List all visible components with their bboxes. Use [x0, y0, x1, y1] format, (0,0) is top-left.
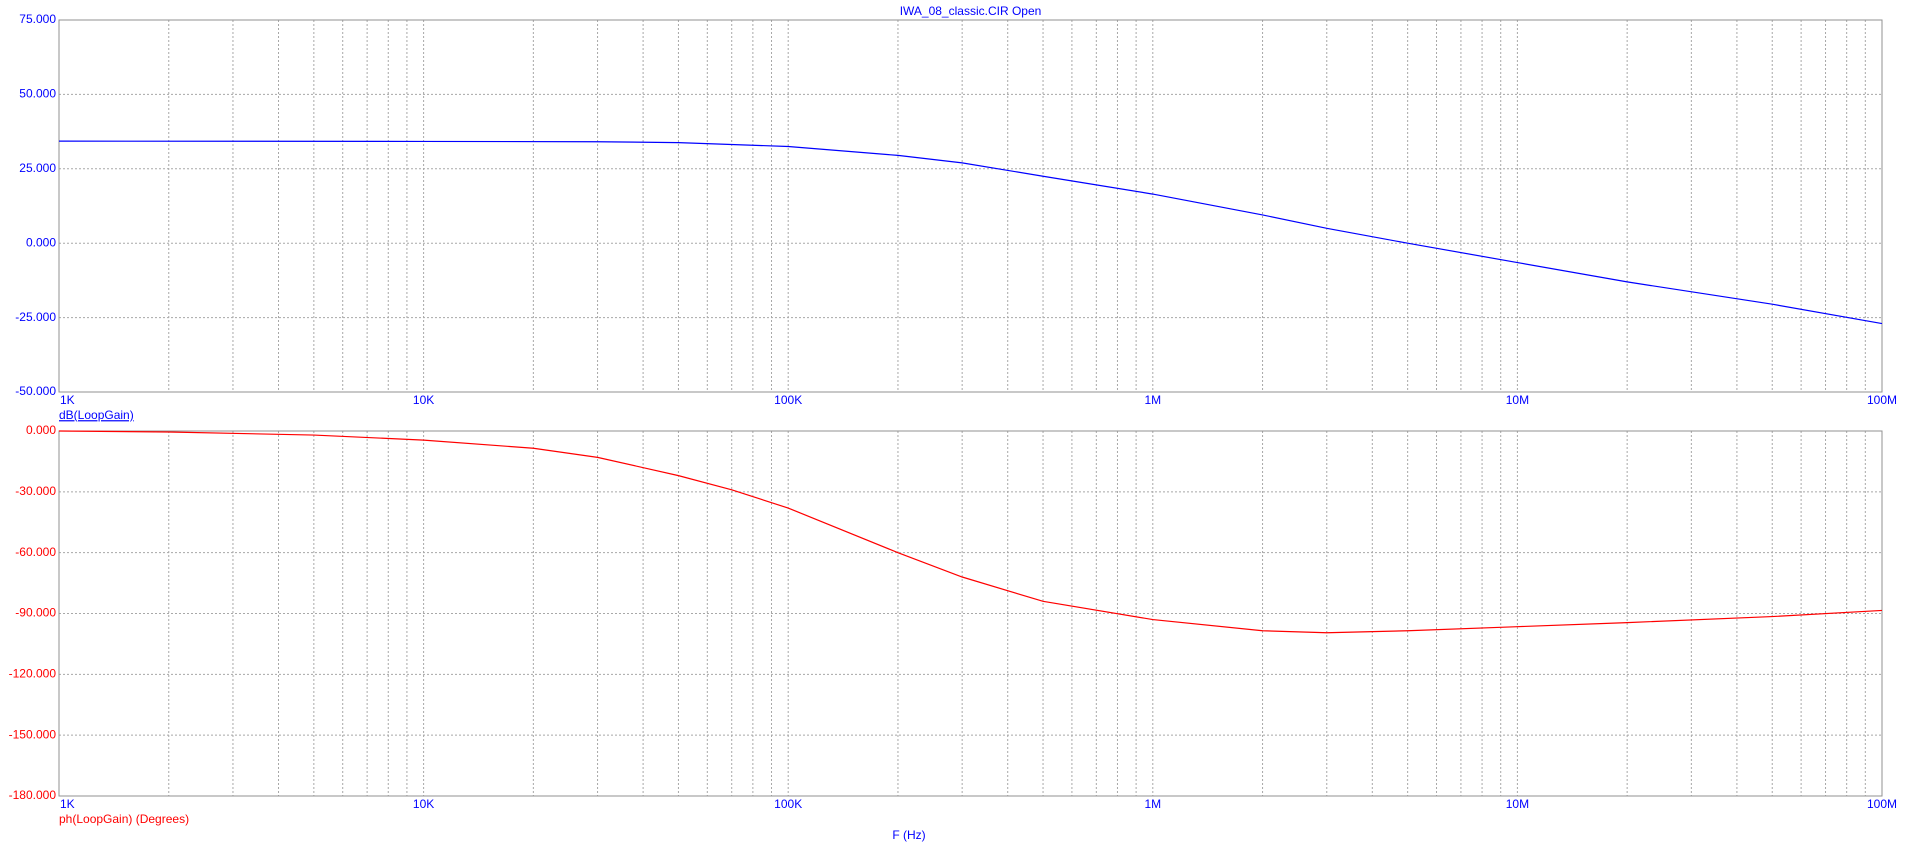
- y-tick-label: -25.000: [15, 310, 56, 324]
- x-tick-label: 100K: [774, 797, 802, 811]
- y-tick-label: -30.000: [15, 484, 56, 498]
- y-tick-label: 0.000: [26, 423, 56, 437]
- y-tick-label: 75.000: [19, 12, 56, 26]
- plot-frame: [58, 19, 1883, 393]
- series-label: dB(LoopGain): [59, 408, 134, 422]
- series-line: [58, 430, 1883, 634]
- x-tick-label: 10M: [1506, 393, 1529, 407]
- chart-title: IWA_08_classic.CIR Open: [900, 4, 1042, 18]
- y-tick-label: -180.000: [9, 788, 57, 802]
- x-tick-label: 10K: [413, 797, 434, 811]
- y-tick-label: -60.000: [15, 545, 56, 559]
- y-tick-label: 0.000: [26, 235, 56, 249]
- series-label: ph(LoopGain) (Degrees): [59, 812, 189, 826]
- x-tick-label: 1K: [60, 393, 75, 407]
- y-tick-label: -50.000: [15, 384, 56, 398]
- y-tick-label: 25.000: [19, 161, 56, 175]
- y-tick-label: -90.000: [15, 606, 56, 620]
- x-tick-label: 1M: [1144, 393, 1161, 407]
- y-tick-label: -150.000: [9, 727, 57, 741]
- y-tick-label: 50.000: [19, 87, 56, 101]
- y-tick-label: -120.000: [9, 667, 57, 681]
- x-axis-label: F (Hz): [892, 828, 925, 842]
- series-line: [58, 140, 1883, 325]
- x-tick-label: 100M: [1867, 797, 1897, 811]
- x-tick-label: 1M: [1144, 797, 1161, 811]
- plot-frame: [58, 430, 1883, 797]
- x-tick-label: 10K: [413, 393, 434, 407]
- x-tick-label: 10M: [1506, 797, 1529, 811]
- x-tick-label: 100K: [774, 393, 802, 407]
- x-tick-label: 1K: [60, 797, 75, 811]
- x-tick-label: 100M: [1867, 393, 1897, 407]
